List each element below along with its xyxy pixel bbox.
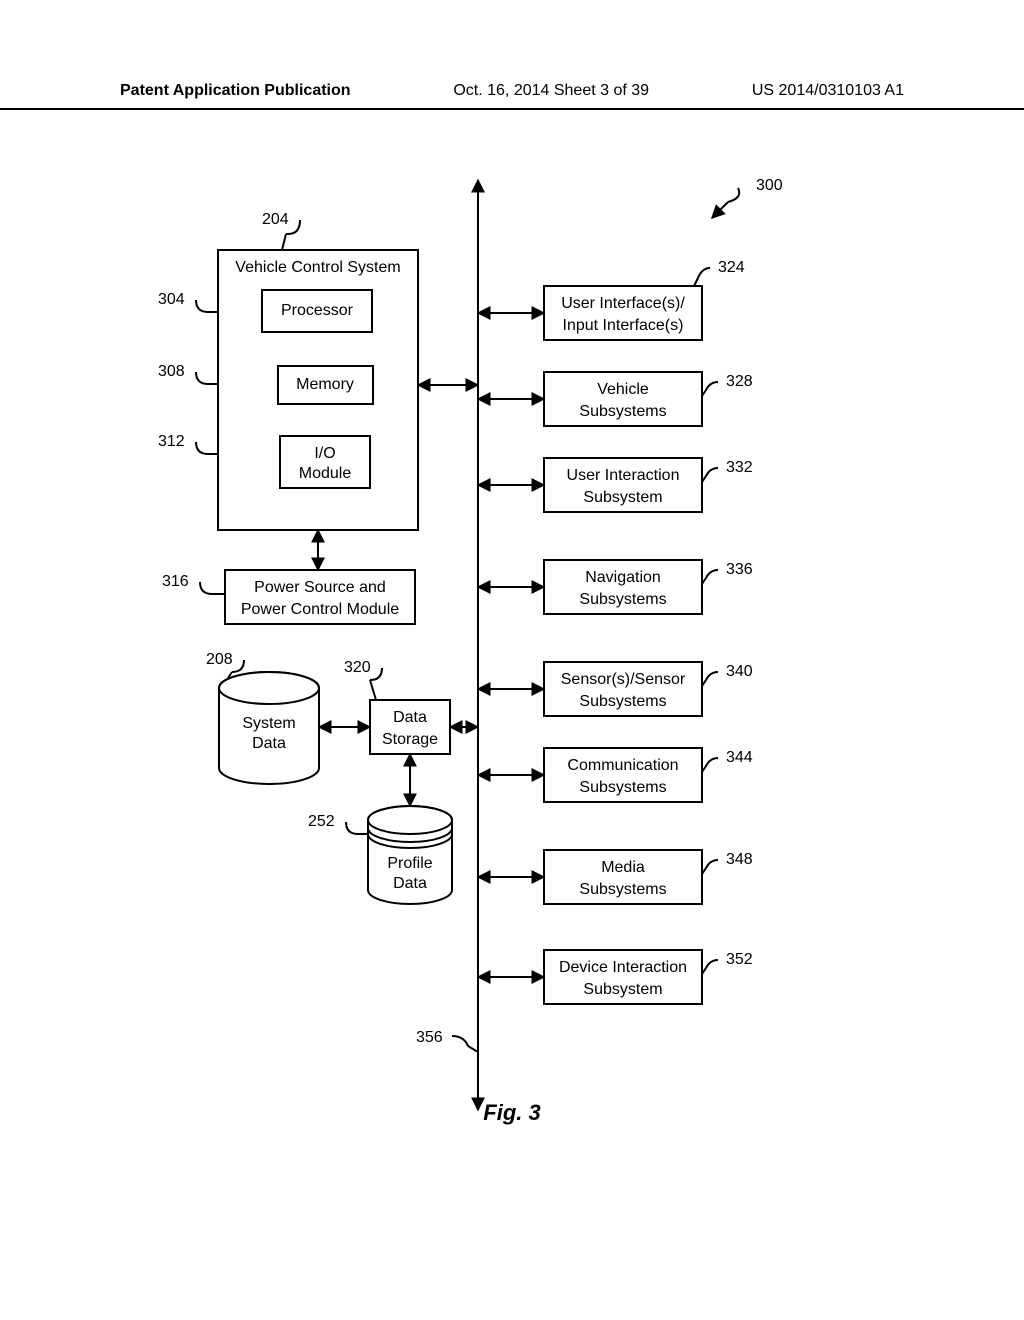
label-348: 348 — [726, 851, 753, 868]
devint-l2: Subsystem — [583, 981, 662, 998]
comm-l1: Communication — [567, 757, 678, 774]
header-date-sheet: Oct. 16, 2014 Sheet 3 of 39 — [453, 82, 649, 100]
power-l1: Power Source and — [254, 579, 386, 596]
label-336: 336 — [726, 561, 753, 578]
io-l2: Module — [299, 465, 352, 482]
patent-page: Patent Application Publication Oct. 16, … — [0, 0, 1024, 1320]
vehsub-l2: Subsystems — [579, 403, 666, 420]
nav-l1: Navigation — [585, 569, 661, 586]
power-l2: Power Control Module — [241, 601, 399, 618]
devint-l1: Device Interaction — [559, 959, 687, 976]
label-344: 344 — [726, 749, 753, 766]
header-publication: Patent Application Publication — [120, 82, 351, 100]
userint-l1: User Interaction — [567, 467, 680, 484]
ds-l2: Storage — [382, 731, 438, 748]
profile-l2: Data — [393, 875, 427, 892]
label-352: 352 — [726, 951, 753, 968]
sensor-l1: Sensor(s)/Sensor — [561, 671, 686, 688]
media-l1: Media — [601, 859, 645, 876]
userint-l2: Subsystem — [583, 489, 662, 506]
label-300: 300 — [756, 177, 783, 194]
label-316: 316 — [162, 573, 189, 590]
label-356: 356 — [416, 1029, 443, 1046]
media-l2: Subsystems — [579, 881, 666, 898]
io-l1: I/O — [314, 445, 335, 462]
label-304: 304 — [158, 291, 185, 308]
label-328: 328 — [726, 373, 753, 390]
figure-3-diagram: 300 Vehicle Control System 204 Processor… — [0, 120, 1024, 1160]
figure-caption: Fig. 3 — [0, 1100, 1024, 1126]
sensor-l2: Subsystems — [579, 693, 666, 710]
sysdata-l1: System — [242, 715, 295, 732]
label-324: 324 — [718, 259, 745, 276]
processor: Processor — [281, 302, 354, 319]
label-320: 320 — [344, 659, 371, 676]
vehsub-l1: Vehicle — [597, 381, 649, 398]
profile-data-cylinder: Profile Data — [368, 806, 452, 904]
comm-l2: Subsystems — [579, 779, 666, 796]
label-312: 312 — [158, 433, 185, 450]
label-340: 340 — [726, 663, 753, 680]
header-pubnumber: US 2014/0310103 A1 — [752, 82, 904, 100]
nav-l2: Subsystems — [579, 591, 666, 608]
ui-l1: User Interface(s)/ — [561, 295, 685, 312]
system-data-cylinder: System Data — [219, 672, 319, 784]
label-252: 252 — [308, 813, 335, 830]
ui-l2: Input Interface(s) — [563, 317, 684, 334]
label-308: 308 — [158, 363, 185, 380]
label-332: 332 — [726, 459, 753, 476]
sysdata-l2: Data — [252, 735, 286, 752]
page-header: Patent Application Publication Oct. 16, … — [0, 82, 1024, 110]
ds-l1: Data — [393, 709, 427, 726]
memory: Memory — [296, 376, 354, 393]
label-204: 204 — [262, 211, 289, 228]
profile-l1: Profile — [387, 855, 432, 872]
label-208: 208 — [206, 651, 233, 668]
vcs-title: Vehicle Control System — [235, 259, 400, 276]
